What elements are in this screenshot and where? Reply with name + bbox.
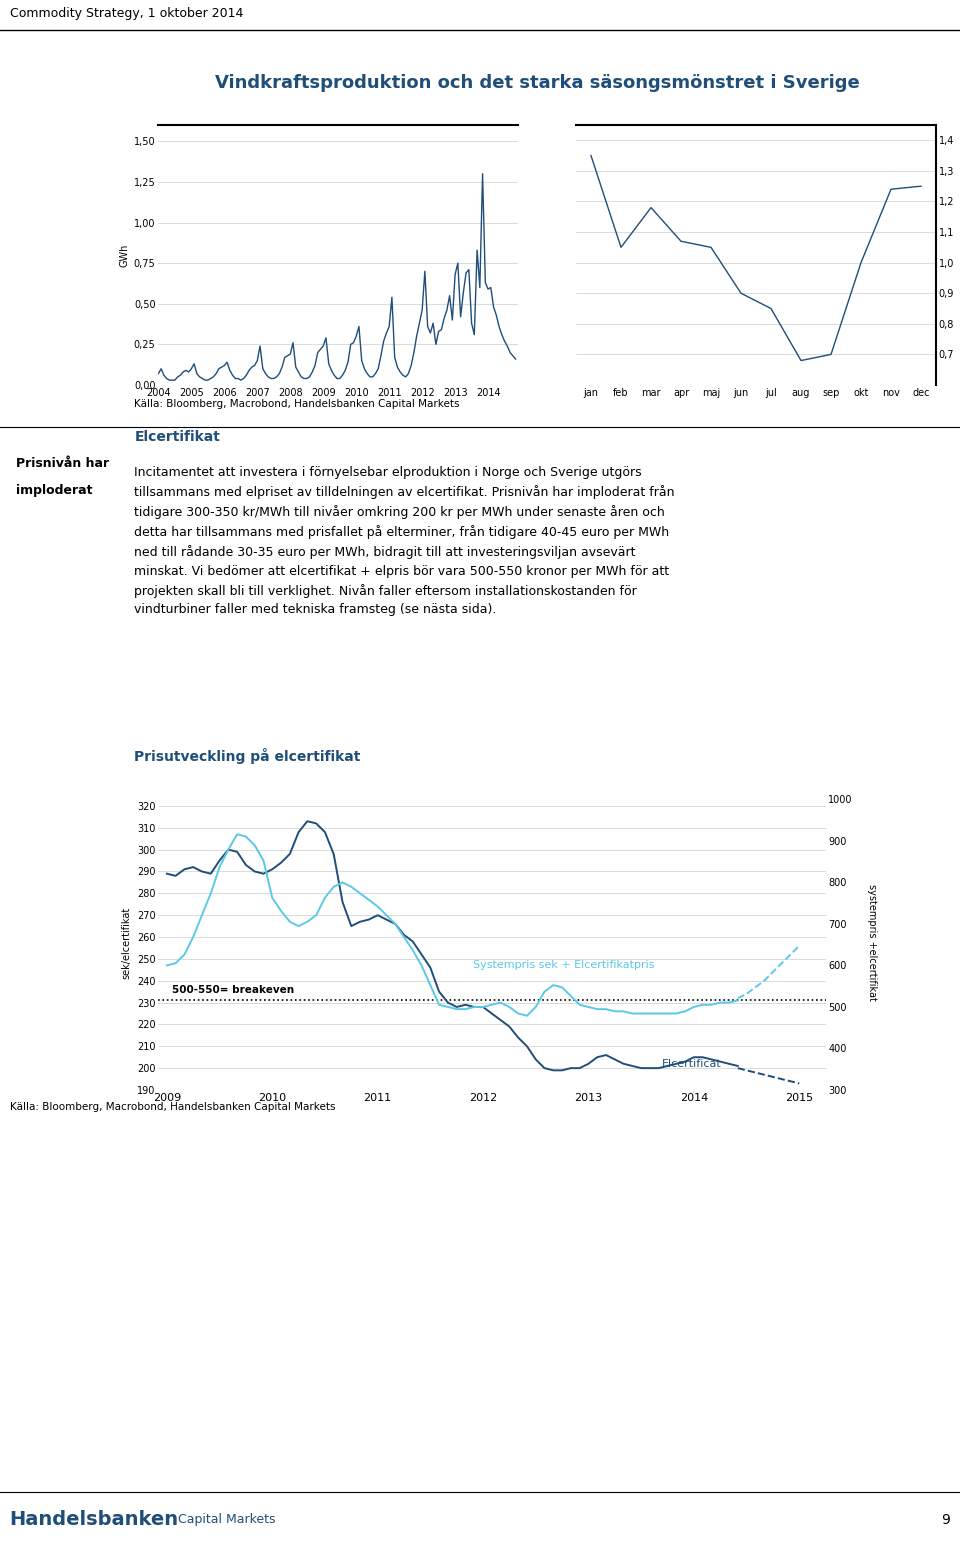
- Text: Incitamentet att investera i förnyelsebar elproduktion i Norge och Sverige utgör: Incitamentet att investera i förnyelseba…: [134, 467, 675, 617]
- Text: Prisutveckling på elcertifikat: Prisutveckling på elcertifikat: [134, 748, 361, 764]
- Text: Systempris sek + Elcertifikatpris: Systempris sek + Elcertifikatpris: [472, 960, 654, 971]
- Text: imploderat: imploderat: [15, 484, 92, 496]
- Y-axis label: GWh: GWh: [120, 243, 130, 267]
- Text: Källa: Bloomberg, Macrobond, Handelsbanken Capital Markets: Källa: Bloomberg, Macrobond, Handelsbank…: [10, 1102, 335, 1112]
- Text: Källa: Bloomberg, Macrobond, Handelsbanken Capital Markets: Källa: Bloomberg, Macrobond, Handelsbank…: [134, 399, 460, 410]
- Y-axis label: systempris +elcertifikat: systempris +elcertifikat: [867, 884, 876, 1000]
- Text: Handelsbanken: Handelsbanken: [10, 1510, 179, 1529]
- Text: Commodity Strategy, 1 oktober 2014: Commodity Strategy, 1 oktober 2014: [10, 8, 243, 20]
- Text: 500-550= breakeven: 500-550= breakeven: [172, 985, 294, 996]
- Y-axis label: sek/elcertifikat: sek/elcertifikat: [122, 906, 132, 979]
- Text: 9: 9: [942, 1514, 950, 1527]
- Text: Elcertifikat: Elcertifikat: [134, 430, 220, 444]
- Text: Prisnivån har: Prisnivån har: [15, 458, 109, 470]
- Text: Elcertificat: Elcertificat: [662, 1059, 722, 1068]
- Text: Capital Markets: Capital Markets: [178, 1514, 276, 1526]
- Text: Vindkraftsproduktion och det starka säsongsmönstret i Sverige: Vindkraftsproduktion och det starka säso…: [215, 74, 860, 91]
